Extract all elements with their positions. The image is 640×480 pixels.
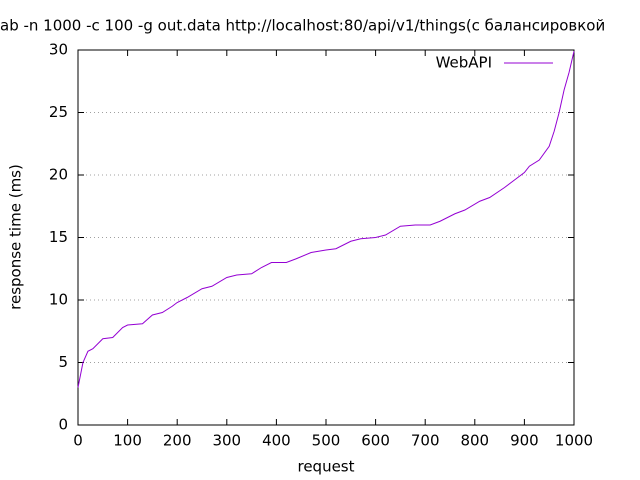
x-tick-label: 300 — [212, 432, 241, 450]
x-tick-label: 900 — [510, 432, 539, 450]
x-tick-label: 800 — [460, 432, 489, 450]
y-tick-label: 0 — [58, 416, 68, 434]
legend-label: WebAPI — [436, 54, 492, 72]
x-axis-label: request — [297, 458, 354, 476]
x-tick-label: 1000 — [555, 432, 593, 450]
x-tick-label: 700 — [411, 432, 440, 450]
data-line — [77, 51, 575, 388]
x-tick-label: 400 — [262, 432, 291, 450]
x-tick-label: 500 — [312, 432, 341, 450]
x-tick-label: 0 — [73, 432, 83, 450]
y-tick-label: 10 — [49, 291, 68, 309]
y-tick-label: 20 — [49, 166, 68, 184]
y-tick-label: 5 — [58, 353, 68, 371]
y-tick-label: 25 — [49, 103, 68, 121]
x-tick-label: 200 — [163, 432, 192, 450]
x-tick-label: 100 — [113, 432, 142, 450]
y-axis-label: response time (ms) — [7, 164, 25, 310]
y-tick-label: 30 — [49, 41, 68, 59]
y-tick-label: 15 — [49, 228, 68, 246]
x-tick-label: 600 — [361, 432, 390, 450]
chart-title: ab -n 1000 -c 100 -g out.data http://loc… — [0, 17, 605, 35]
